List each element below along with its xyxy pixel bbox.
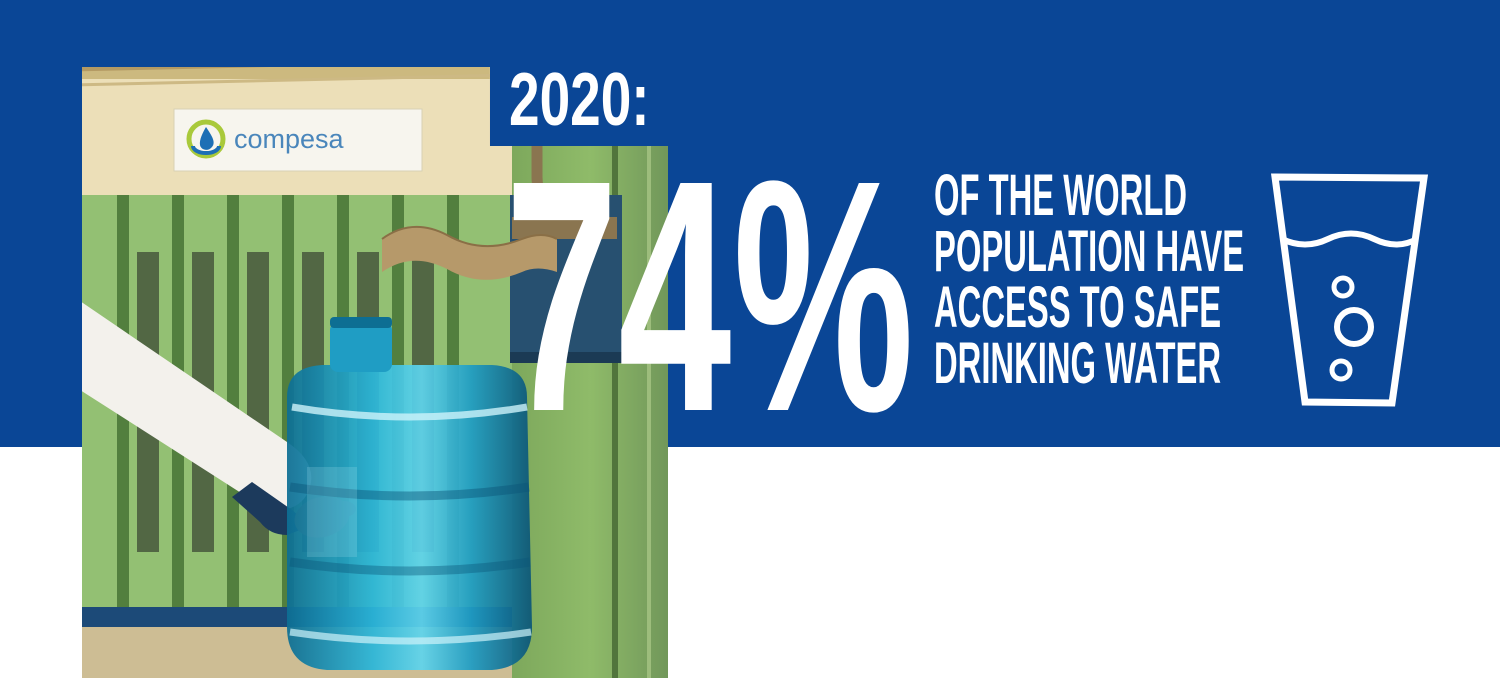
svg-text:compesa: compesa xyxy=(234,124,345,154)
